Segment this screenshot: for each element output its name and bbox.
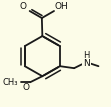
Text: CH₃: CH₃: [2, 78, 18, 87]
Text: H: H: [83, 51, 89, 60]
Text: O: O: [20, 1, 27, 10]
Text: O: O: [23, 83, 30, 92]
Text: N: N: [83, 59, 90, 68]
Text: OH: OH: [55, 1, 68, 10]
